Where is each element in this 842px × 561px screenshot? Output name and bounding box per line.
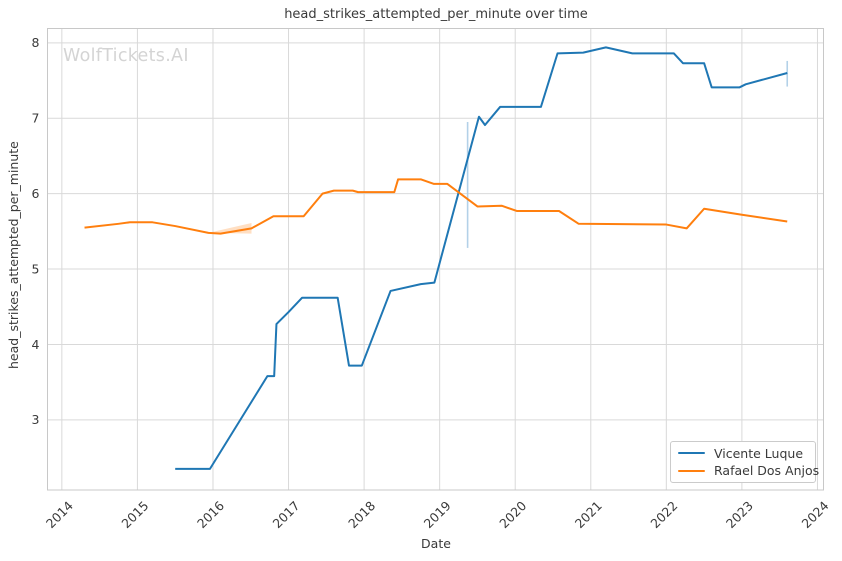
x-axis-label: Date xyxy=(421,536,451,551)
plot-border xyxy=(47,28,824,491)
legend: Vicente Luque Rafael Dos Anjos xyxy=(670,441,819,483)
x-tick-labels: 2014 2015 2016 2017 2018 2019 2020 2021 2022 2023… xyxy=(43,498,832,531)
x-tick-label: 2022 xyxy=(647,498,680,531)
x-tick-label: 2020 xyxy=(496,498,529,531)
legend-item-rafael-dos-anjos: Rafael Dos Anjos xyxy=(678,463,819,478)
y-tick-label: 6 xyxy=(32,186,40,201)
x-tick-label: 2016 xyxy=(194,498,227,531)
x-tick-label: 2019 xyxy=(421,498,454,531)
legend-label: Rafael Dos Anjos xyxy=(714,463,820,479)
series-line-vicente-luque xyxy=(175,46,788,470)
x-tick-label: 2021 xyxy=(572,498,605,531)
x-tick-label: 2017 xyxy=(270,498,303,531)
x-tick-label: 2018 xyxy=(345,498,378,531)
legend-label: Vicente Luque xyxy=(714,445,804,461)
y-tick-label: 7 xyxy=(32,111,40,126)
y-tick-label: 8 xyxy=(32,35,40,50)
x-tick-label: 2023 xyxy=(723,498,756,531)
watermark: WolfTickets.AI xyxy=(63,46,189,66)
chart-title: head_strikes_attempted_per_minute over t… xyxy=(284,7,588,22)
x-tick-label: 2015 xyxy=(118,498,151,531)
y-tick-label: 4 xyxy=(32,337,40,352)
y-tick-label: 3 xyxy=(32,412,40,427)
gridlines xyxy=(47,28,824,490)
x-tick-label: 2024 xyxy=(798,498,831,531)
y-tick-labels: 3 4 5 6 7 8 xyxy=(32,35,40,427)
y-tick-label: 5 xyxy=(32,261,40,276)
legend-item-vicente-luque: Vicente Luque xyxy=(678,446,808,461)
y-axis-label: head_strikes_attempted_per_minute xyxy=(6,141,21,369)
legend-line-swatch-orange xyxy=(678,469,705,473)
series-line-rafael-dos-anjos xyxy=(84,178,788,235)
x-tick-label: 2014 xyxy=(43,498,76,531)
legend-line-swatch-blue xyxy=(678,451,705,455)
